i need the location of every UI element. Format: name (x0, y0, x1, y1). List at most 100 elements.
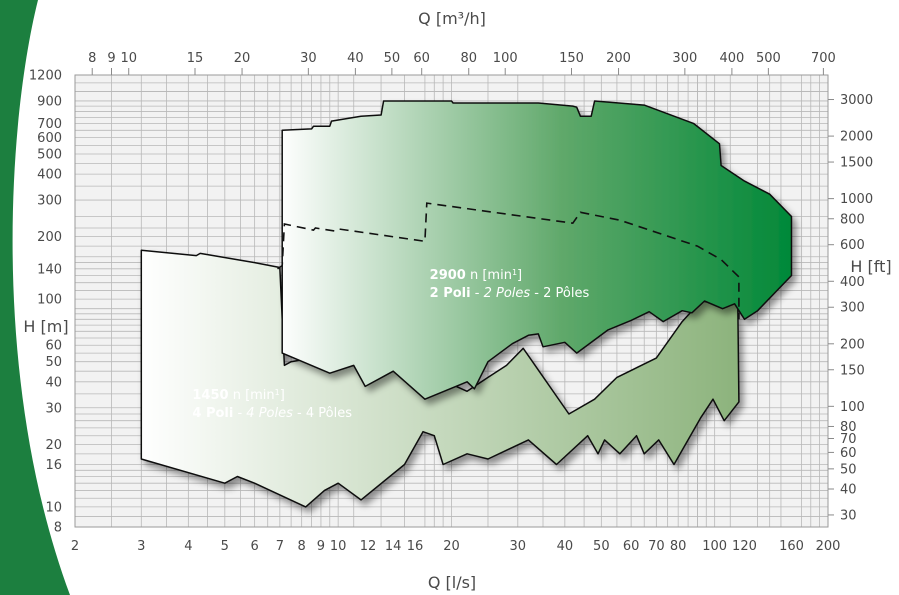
y-right-tick-label: 40 (840, 482, 857, 497)
x-tick-label: 80 (670, 539, 687, 554)
x-tick-label: 200 (816, 539, 841, 554)
y-tick-label: 30 (45, 401, 62, 416)
y-tick-label: 100 (37, 293, 62, 308)
y-right-tick-label: 150 (840, 363, 865, 378)
y-tick-label: 700 (37, 117, 62, 132)
dashed-envelope-curve (277, 202, 740, 320)
label-part: 1 (275, 388, 280, 397)
y-left-axis-title: H [m] (23, 317, 68, 336)
x-tick-label: 20 (443, 539, 460, 554)
label-part: - 4 Pôles (293, 406, 352, 421)
x-tick-label: 10 (330, 539, 347, 554)
y-right-tick-label: 800 (840, 212, 865, 227)
x-tick-label: 160 (779, 539, 804, 554)
y-right-tick-label: 1000 (840, 192, 873, 207)
x-tick-label: 14 (385, 539, 402, 554)
y-tick-label: 140 (37, 262, 62, 277)
y-tick-label: 200 (37, 230, 62, 245)
y-right-tick-label: 80 (840, 420, 857, 435)
x-tick-label: 70 (648, 539, 665, 554)
label-part: 2 Poli (430, 286, 471, 301)
y-tick-label: 1200 (29, 69, 62, 84)
y-right-tick-label: 2000 (840, 130, 873, 145)
y-right-tick-label: 50 (840, 462, 857, 477)
top-axis-ticks: 8 9 10 15 20 30 40 50 60 80 100 150 200 300 400 500 700 (88, 51, 836, 75)
x-tick-label: 5 (221, 539, 229, 554)
x-tick-label: 4 (184, 539, 192, 554)
x-top-tick-label: 150 (559, 51, 584, 66)
series-4-poles-label-speed: 1450 n [min1] (192, 388, 284, 404)
label-part: 4 Poli (192, 406, 233, 421)
series-2-poles-label-speed: 2900 n [min1] (430, 268, 522, 284)
y-right-tick-label: 200 (840, 337, 865, 352)
y-tick-label: 16 (45, 458, 62, 473)
y-tick-label: 600 (37, 131, 62, 146)
y-right-tick-label: 300 (840, 301, 865, 316)
y-tick-label: 60 (45, 339, 62, 354)
x-top-tick-label: 80 (460, 51, 477, 66)
y-tick-label: 8 (54, 521, 62, 536)
x-tick-label: 50 (593, 539, 610, 554)
x-top-tick-label: 40 (347, 51, 364, 66)
x-top-tick-label: 100 (493, 51, 518, 66)
label-part: - (233, 406, 246, 421)
x-tick-label: 60 (623, 539, 640, 554)
x-tick-label: 9 (317, 539, 325, 554)
y-right-tick-label: 400 (840, 275, 865, 290)
plot-frame (74, 74, 829, 528)
x-tick-label: 7 (276, 539, 284, 554)
x-tick-label: 30 (510, 539, 527, 554)
series-2-poles-label-poles: 2 Poli - 2 Poles - 2 Pôles (430, 286, 590, 301)
x-tick-label: 40 (557, 539, 574, 554)
bottom-axis-ticks: 2 3 4 5 6 7 8 9 10 12 14 16 20 30 40 50 60 70 80 100 120 160 2… (71, 539, 841, 554)
y-right-tick-label: 100 (840, 400, 865, 415)
x-bottom-axis-title: Q [l/s] (428, 573, 476, 592)
y-tick-label: 10 (45, 500, 62, 515)
x-top-tick-label: 200 (606, 51, 631, 66)
y-tick-label: 400 (37, 168, 62, 183)
x-top-tick-label: 30 (300, 51, 317, 66)
y-tick-label: 900 (37, 94, 62, 109)
x-top-tick-label: 15 (187, 51, 204, 66)
x-tick-label: 2 (71, 539, 79, 554)
y-right-axis-title: H [ft] (850, 257, 891, 276)
x-top-tick-label: 10 (120, 51, 137, 66)
label-part: 2 Poles (484, 286, 531, 301)
label-part: - (471, 286, 484, 301)
x-top-axis-title: Q [m³/h] (418, 9, 486, 28)
x-tick-label: 3 (137, 539, 145, 554)
x-top-tick-label: 20 (234, 51, 251, 66)
x-top-tick-label: 700 (811, 51, 836, 66)
y-right-tick-label: 70 (840, 432, 857, 447)
y-right-tick-label: 600 (840, 238, 865, 253)
x-tick-label: 12 (360, 539, 377, 554)
label-part: 4 Poles (246, 406, 293, 421)
y-right-tick-label: 3000 (840, 93, 873, 108)
x-top-tick-label: 60 (413, 51, 430, 66)
label-part: 1 (512, 268, 517, 277)
label-part: 1450 (192, 388, 228, 403)
left-decorative-band (0, 0, 70, 595)
series-4-poles-label-poles: 4 Poli - 4 Poles - 4 Pôles (192, 406, 352, 421)
y-tick-label: 50 (45, 355, 62, 370)
y-tick-label: 20 (45, 438, 62, 453)
x-top-tick-label: 400 (719, 51, 744, 66)
label-part: ] (517, 268, 522, 283)
label-part: ] (280, 388, 285, 403)
x-tick-label: 120 (732, 539, 757, 554)
y-right-tick-label: 30 (840, 508, 857, 523)
x-top-tick-label: 8 (88, 51, 96, 66)
x-tick-label: 100 (702, 539, 727, 554)
label-part: - 2 Pôles (530, 286, 589, 301)
x-tick-label: 6 (250, 539, 258, 554)
label-part: n [min (229, 388, 275, 403)
x-top-tick-label: 9 (107, 51, 115, 66)
x-tick-label: 8 (298, 539, 306, 554)
y-tick-label: 40 (45, 375, 62, 390)
y-right-tick-label: 60 (840, 446, 857, 461)
x-top-tick-label: 50 (384, 51, 401, 66)
x-top-tick-label: 300 (672, 51, 697, 66)
